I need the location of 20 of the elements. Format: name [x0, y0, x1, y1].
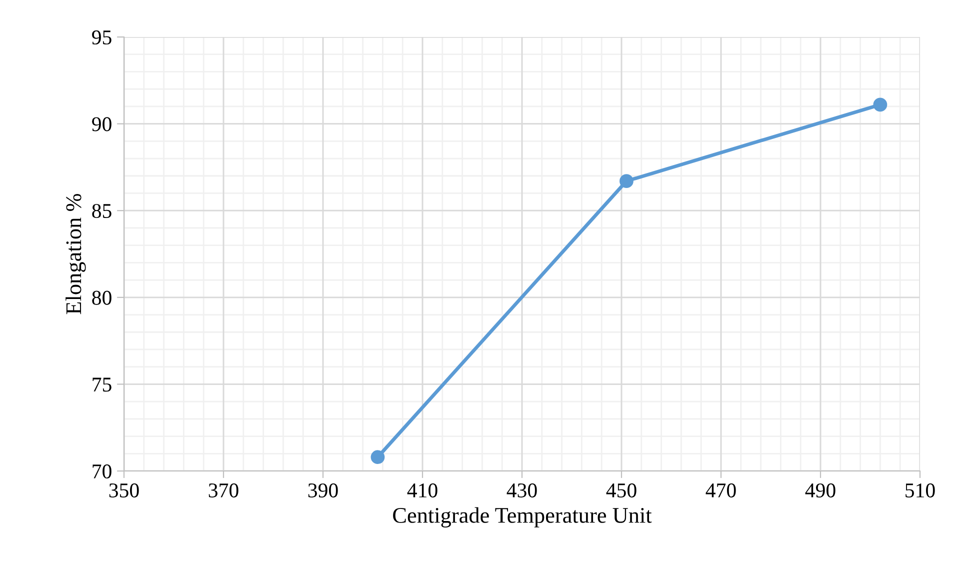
x-tick-label: 470	[706, 483, 736, 498]
point	[620, 174, 634, 188]
x-tick-label: 450	[606, 483, 636, 498]
y-axis-title: Elongation %	[66, 194, 86, 314]
y-tick-label: 90	[92, 117, 112, 132]
y-tick-label: 85	[92, 204, 112, 218]
y-tick-label: 70	[92, 464, 112, 478]
x-axis-title: Centigrade Temperature Unit	[393, 507, 652, 528]
x-tick-label: 510	[906, 483, 935, 498]
x-tick-label: 430	[506, 483, 537, 498]
point	[370, 450, 385, 464]
y-tick-label: 80	[92, 290, 112, 305]
point	[873, 98, 888, 112]
y-tick-label: 75	[92, 378, 112, 392]
x-tick-label: 350	[109, 483, 139, 498]
x-tick-label: 410	[407, 483, 438, 498]
x-tick-label: 490	[805, 483, 836, 498]
y-tick-label: 95	[92, 30, 112, 44]
x-tick-label: 390	[308, 483, 338, 498]
x-tick-label: 370	[208, 483, 238, 498]
